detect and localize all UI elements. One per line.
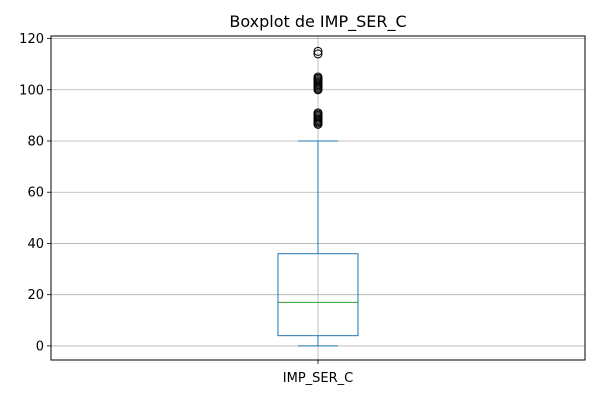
plot-layer: [277, 46, 359, 347]
outlier-point: [313, 108, 323, 118]
x-tick-label: IMP_SER_C: [283, 371, 353, 386]
y-tick-label: 20: [27, 288, 44, 303]
y-tick-label: 0: [36, 339, 44, 354]
outlier-point: [313, 72, 323, 82]
y-tick-label: 80: [27, 135, 44, 150]
chart-title: Boxplot de IMP_SER_C: [229, 12, 406, 32]
outlier-point: [313, 49, 323, 59]
y-tick-label: 120: [19, 32, 44, 47]
y-tick-label: 60: [27, 186, 44, 201]
outlier-point: [313, 46, 323, 56]
y-tick-label: 40: [27, 237, 44, 252]
y-tick-label: 100: [19, 83, 44, 98]
axis-layer: 0 20 40 60 80 100 120 IMP_SER_C: [19, 32, 353, 386]
interquartile-box: [277, 253, 359, 337]
